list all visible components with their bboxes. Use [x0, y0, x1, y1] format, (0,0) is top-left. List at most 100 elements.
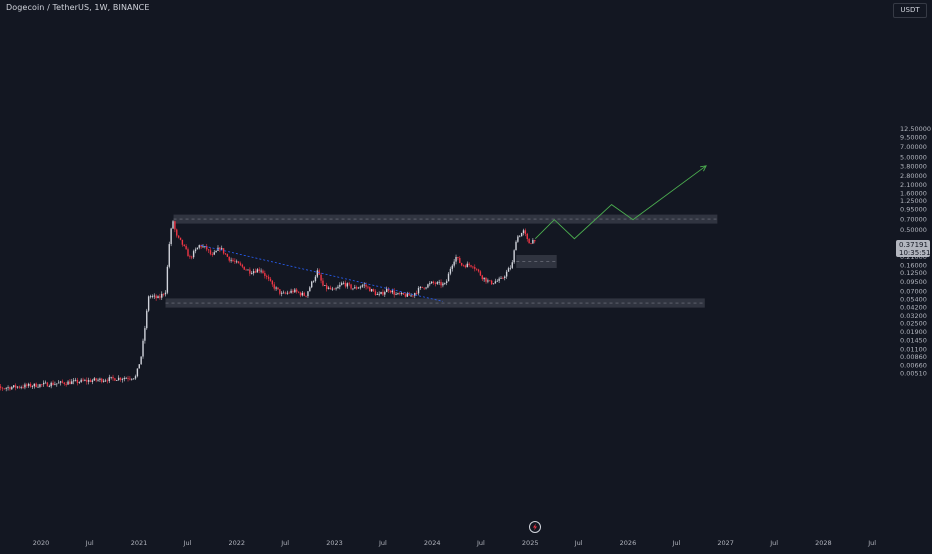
candle [269, 276, 272, 282]
candle [134, 374, 137, 380]
candle [230, 257, 232, 263]
candle [207, 249, 210, 253]
candle [288, 291, 290, 294]
candle [429, 281, 431, 287]
symbol-title[interactable]: Dogecoin / TetherUS, 1W, BINANCE [6, 3, 150, 12]
time-tick-label: 2023 [326, 539, 343, 547]
candle [530, 243, 532, 245]
candle [378, 291, 380, 297]
candle [157, 295, 159, 299]
candle [26, 383, 28, 388]
candle [344, 280, 347, 289]
candle [155, 294, 157, 301]
candle [415, 290, 418, 296]
candle [352, 288, 354, 291]
candle [449, 266, 452, 276]
candle [455, 254, 457, 265]
candle [24, 382, 26, 390]
candle [3, 388, 6, 390]
candle [296, 287, 298, 294]
candle [414, 292, 416, 299]
candle [475, 268, 478, 271]
candle [258, 267, 260, 274]
price-tick-label: 2.10000 [900, 181, 927, 189]
candle [355, 285, 358, 290]
candle [502, 276, 504, 279]
price-tick-label: 0.05400 [900, 295, 927, 303]
candle [112, 374, 114, 381]
time-axis[interactable]: 2020 Jul 2021 Jul 2022 Jul 2023 Jul 2024 Jul 2025 J… [33, 539, 877, 547]
candle [397, 292, 399, 295]
descending-trend-line[interactable] [200, 244, 443, 302]
projection-path[interactable] [534, 165, 707, 240]
candle [507, 266, 510, 272]
candle [369, 286, 371, 292]
candle [234, 258, 236, 264]
candle [322, 278, 324, 287]
candle [303, 291, 305, 297]
candle [286, 290, 289, 295]
candle [511, 260, 513, 270]
candle [48, 384, 50, 388]
candles-layer [0, 220, 536, 392]
candle [209, 248, 212, 256]
candle [9, 386, 11, 391]
candle [123, 376, 125, 382]
candle [479, 270, 482, 277]
time-tick-label: 2021 [131, 539, 148, 547]
candle [35, 382, 37, 388]
candle [312, 280, 315, 283]
candle [370, 288, 373, 292]
candle [477, 268, 480, 273]
candle [279, 289, 281, 296]
candle [494, 278, 497, 284]
candle [331, 286, 334, 291]
candle [442, 281, 444, 288]
candle [121, 377, 124, 383]
candle [284, 291, 287, 295]
lightning-icon[interactable] [529, 521, 541, 533]
candle [189, 254, 191, 259]
candle [117, 375, 120, 381]
currency-badge[interactable]: USDT [893, 3, 927, 18]
projection-arrowhead [700, 165, 707, 172]
candle [241, 263, 244, 269]
candle [191, 255, 193, 260]
price-tick-label: 0.01450 [900, 337, 927, 345]
candle [273, 282, 275, 291]
candle [500, 276, 502, 279]
candle [490, 279, 493, 286]
candle [440, 279, 442, 289]
candle [16, 386, 19, 389]
bottom-support-zone[interactable] [165, 298, 705, 308]
price-tick-label: 0.03200 [900, 312, 927, 320]
candle [520, 232, 523, 237]
candle [389, 290, 392, 294]
candle [367, 285, 369, 290]
candle [305, 295, 307, 298]
candle [168, 241, 170, 269]
candle [474, 264, 476, 272]
candle [172, 220, 174, 230]
candle [532, 238, 534, 244]
candle [33, 383, 36, 389]
candle [354, 284, 356, 289]
candle [11, 385, 13, 390]
candle [444, 282, 446, 285]
candle [513, 249, 515, 264]
price-tick-label: 12.50000 [900, 125, 931, 133]
candle [464, 264, 467, 269]
candle [132, 378, 135, 380]
candle [451, 264, 453, 272]
candle [110, 376, 112, 380]
candle [427, 283, 429, 289]
candle [176, 228, 178, 238]
candle [129, 376, 131, 381]
candle [385, 286, 388, 293]
candle [119, 377, 122, 382]
price-tick-label: 0.16000 [900, 261, 927, 269]
candle [67, 380, 69, 385]
